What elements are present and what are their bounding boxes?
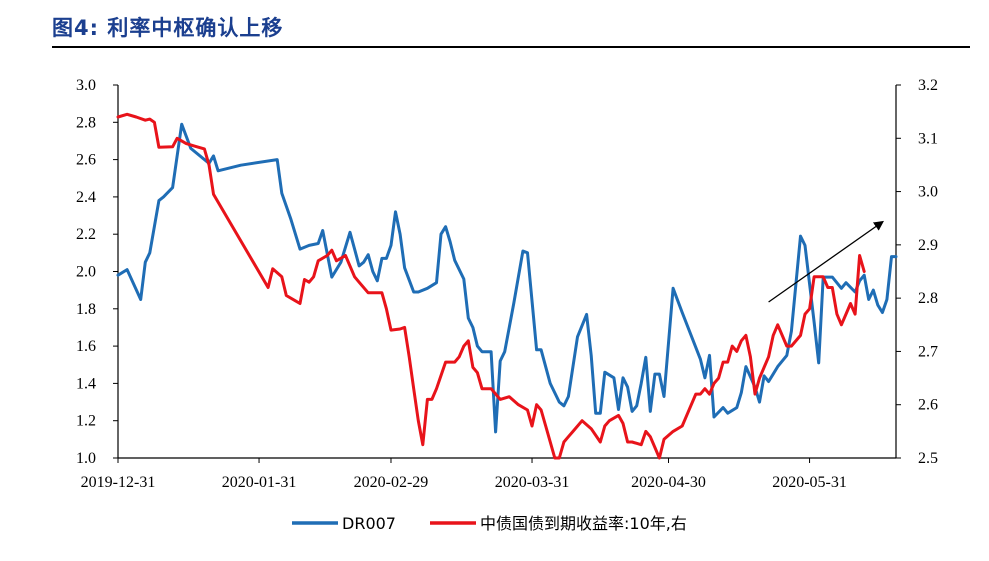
x-tick-label: 2020-02-29 [354,474,429,491]
figure-title: 图4: 利率中枢确认上移 [52,16,284,40]
left-y-tick-label: 1.6 [76,338,96,355]
right-y-tick-label: 2.9 [918,237,938,254]
x-tick-label: 2020-03-31 [495,474,570,491]
series-line-cgb-10y [116,112,866,460]
left-y-tick-label: 1.4 [76,375,96,392]
left-y-tick-label: 2.2 [76,226,96,243]
left-y-tick-label: 1.0 [76,450,96,467]
x-tick-label: 2020-04-30 [631,474,706,491]
right-y-tick-label: 2.5 [918,450,938,467]
left-y-tick-label: 1.2 [76,413,96,430]
x-tick-label: 2019-12-31 [81,474,156,491]
legend-label-dr007: DR007 [342,514,396,533]
right-y-tick-label: 2.8 [918,290,938,307]
left-y-tick-label: 1.8 [76,301,96,318]
right-y-tick-label: 3.0 [918,184,938,201]
x-tick-label: 2020-05-31 [772,474,847,491]
x-tick-label: 2020-01-31 [222,474,297,491]
right-y-tick-label: 2.7 [918,343,938,360]
right-y-tick-label: 2.6 [918,397,938,414]
left-y-tick-label: 3.0 [76,77,96,94]
trend-up-arrow [768,220,884,303]
title-divider [52,46,970,48]
left-y-tick-label: 2.6 [76,152,96,169]
legend-label-cgb-10y: 中债国债到期收益率:10年,右 [480,514,687,533]
left-y-tick-label: 2.8 [76,114,96,131]
right-y-tick-label: 3.1 [918,130,938,147]
series-line-dr007 [116,122,898,434]
left-y-tick-label: 2.4 [76,189,96,206]
right-y-tick-label: 3.2 [918,77,938,94]
left-y-tick-label: 2.0 [76,264,96,281]
